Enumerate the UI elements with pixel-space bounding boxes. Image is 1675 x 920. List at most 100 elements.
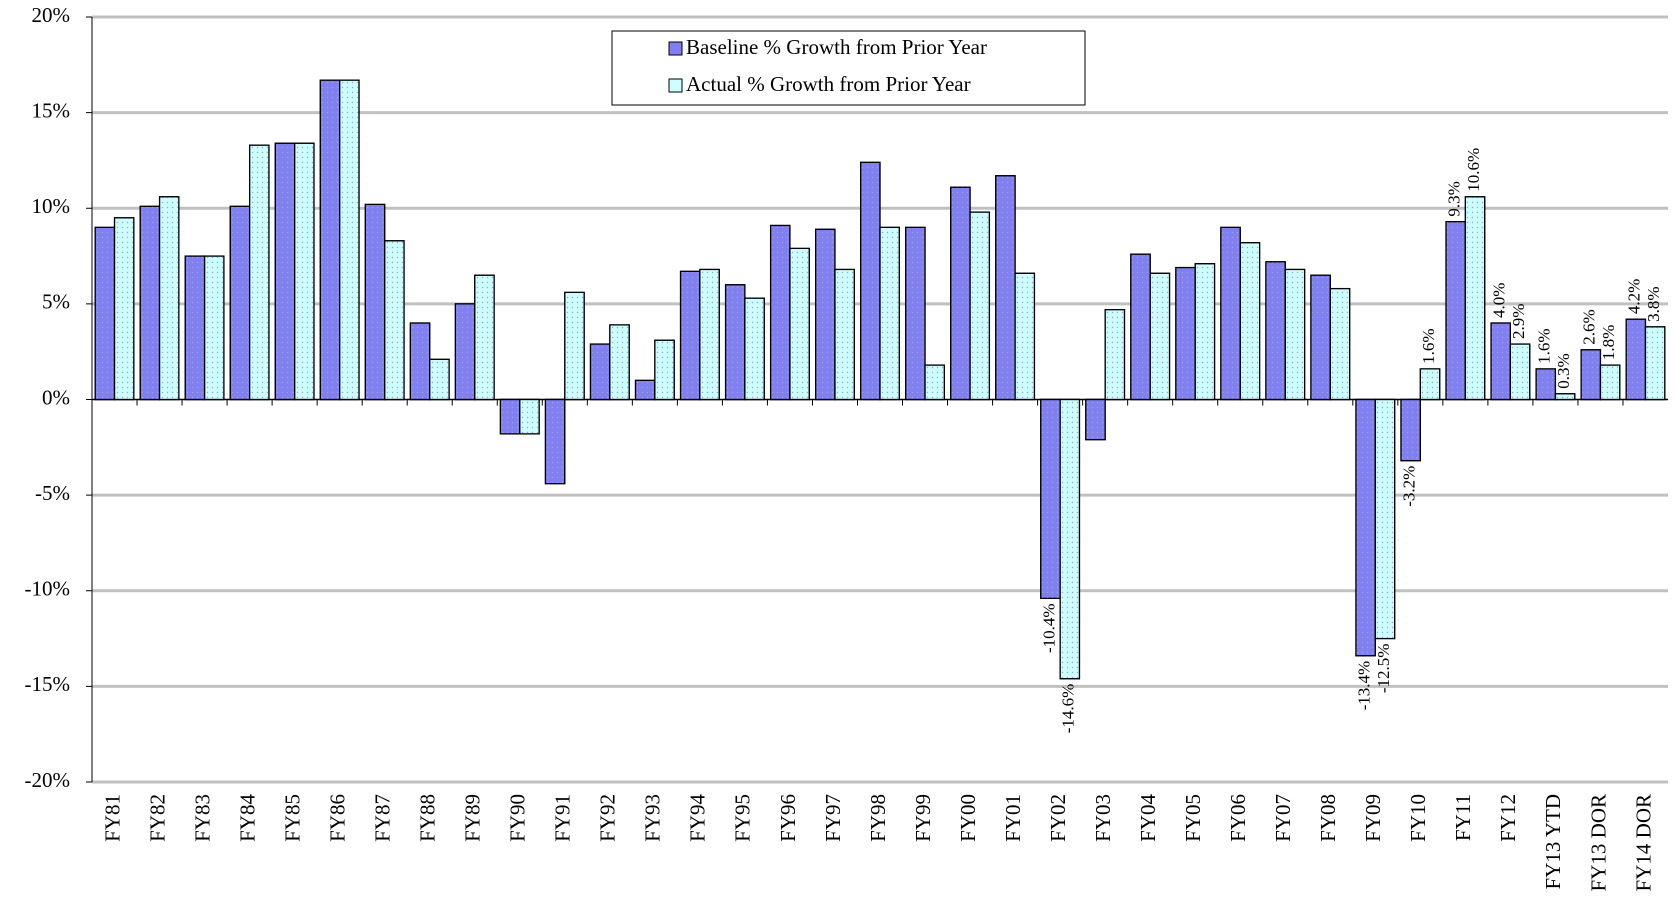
bar-pattern xyxy=(1040,398,1061,599)
y-tick-label: 10% xyxy=(32,194,71,218)
bar-pattern xyxy=(789,247,810,401)
bar-pattern xyxy=(1284,268,1306,401)
bar-pattern xyxy=(1580,349,1602,401)
x-tick-label: FY86 xyxy=(325,794,349,842)
bar-pattern xyxy=(203,255,225,401)
value-label: 3.8% xyxy=(1644,286,1663,321)
bar-pattern xyxy=(1355,398,1376,657)
bar-pattern xyxy=(1509,343,1531,401)
value-label: -10.4% xyxy=(1039,603,1058,653)
x-tick-label: FY93 xyxy=(641,794,665,842)
legend-swatch xyxy=(668,41,683,56)
bar-pattern xyxy=(1329,287,1351,401)
bar-pattern xyxy=(879,226,900,401)
bar-pattern xyxy=(274,142,296,401)
x-tick-label: FY82 xyxy=(145,794,169,842)
x-tick-label: FY09 xyxy=(1361,794,1385,842)
legend-label: Actual % Growth from Prior Year xyxy=(686,72,971,96)
bar-pattern xyxy=(519,398,540,435)
x-tick-label: FY83 xyxy=(190,794,214,842)
bar-pattern xyxy=(1149,272,1171,401)
value-label: 0.3% xyxy=(1554,353,1573,388)
x-tick-label: FY91 xyxy=(551,794,575,842)
value-label: 2.6% xyxy=(1580,309,1599,344)
bar-pattern xyxy=(995,175,1016,401)
value-label: 1.6% xyxy=(1419,328,1438,363)
x-tick-label: FY11 xyxy=(1451,794,1475,841)
bar-pattern xyxy=(94,226,116,401)
bar-pattern xyxy=(724,284,746,401)
bar-pattern xyxy=(249,144,270,401)
bar-pattern xyxy=(1464,196,1486,401)
bar-pattern xyxy=(815,228,836,401)
value-label: -13.4% xyxy=(1355,661,1374,711)
bar-pattern xyxy=(699,268,720,401)
bar-pattern xyxy=(1599,364,1621,401)
x-tick-label: FY84 xyxy=(235,794,259,842)
bar-pattern xyxy=(339,79,360,401)
y-tick-label: -10% xyxy=(25,577,71,601)
bar-pattern xyxy=(589,343,611,401)
bar-pattern xyxy=(409,322,431,401)
bar-pattern xyxy=(1220,226,1241,401)
x-tick-label: FY08 xyxy=(1316,794,1340,842)
x-tick-label: FY04 xyxy=(1136,794,1160,842)
x-tick-label: FY07 xyxy=(1271,794,1295,842)
legend-swatch xyxy=(668,78,683,93)
value-label: 1.6% xyxy=(1535,328,1554,363)
legend-label: Baseline % Growth from Prior Year xyxy=(686,35,987,59)
bar-pattern xyxy=(905,226,926,401)
value-label: 2.9% xyxy=(1509,304,1528,339)
bar-pattern xyxy=(499,398,521,435)
bar-pattern xyxy=(454,303,476,401)
bar-pattern xyxy=(384,240,405,401)
bar-pattern xyxy=(950,186,971,401)
bar-pattern xyxy=(319,79,341,401)
bar-pattern xyxy=(229,205,251,401)
bar-pattern xyxy=(1130,253,1151,401)
bar-pattern xyxy=(158,196,180,401)
x-tick-label: FY96 xyxy=(776,794,800,842)
bar-pattern xyxy=(834,268,855,401)
bar-pattern xyxy=(113,217,135,401)
bar-pattern xyxy=(1310,274,1331,401)
bar-pattern xyxy=(769,224,791,401)
value-label: 4.2% xyxy=(1625,279,1644,314)
bar-pattern xyxy=(924,364,945,401)
bar-pattern xyxy=(564,291,585,401)
bar-pattern xyxy=(364,203,386,401)
bar-pattern xyxy=(744,297,765,401)
x-tick-label: FY99 xyxy=(911,794,935,842)
bar-pattern xyxy=(1085,398,1106,441)
x-tick-label: FY06 xyxy=(1226,794,1250,842)
y-tick-label: -15% xyxy=(25,672,71,696)
x-tick-label: FY00 xyxy=(956,794,980,842)
x-tick-label: FY14 DOR xyxy=(1631,794,1655,891)
x-tick-label: FY88 xyxy=(416,794,440,842)
bar-pattern xyxy=(679,270,701,401)
bar-pattern xyxy=(1419,368,1441,401)
x-tick-label: FY13 YTD xyxy=(1541,794,1565,889)
bar-pattern xyxy=(139,205,161,401)
bar-pattern xyxy=(544,398,566,485)
x-tick-label: FY81 xyxy=(100,794,124,842)
bar-pattern xyxy=(429,358,450,401)
x-tick-label: FY90 xyxy=(506,794,530,842)
y-tick-label: 0% xyxy=(42,385,70,409)
bar-pattern xyxy=(1194,263,1216,401)
x-tick-label: FY85 xyxy=(280,794,304,842)
value-label: -14.6% xyxy=(1059,684,1078,734)
y-tick-label: 20% xyxy=(32,3,71,27)
bar-pattern xyxy=(1239,242,1261,401)
y-tick-label: -20% xyxy=(25,768,71,792)
bar-pattern xyxy=(1400,398,1421,462)
x-tick-label: FY12 xyxy=(1496,794,1520,842)
bar-pattern xyxy=(1374,398,1396,640)
bar-pattern xyxy=(474,274,495,401)
x-tick-label: FY89 xyxy=(461,794,485,842)
bar-pattern xyxy=(860,161,881,401)
bar-pattern xyxy=(184,255,206,401)
bar-pattern xyxy=(1059,398,1081,680)
bar-pattern xyxy=(1535,368,1557,401)
